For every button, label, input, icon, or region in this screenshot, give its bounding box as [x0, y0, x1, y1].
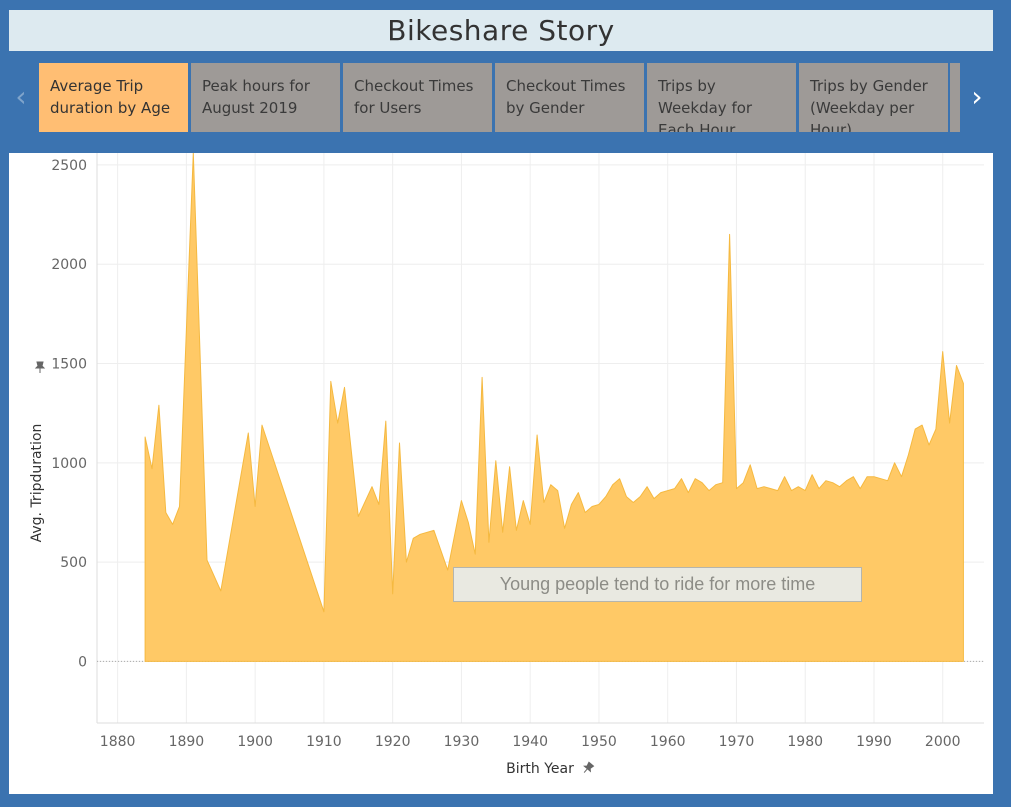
x-tick-label: 1880: [100, 734, 136, 750]
tab-average-trip-duration-by-age[interactable]: Average Trip duration by Age: [39, 63, 188, 132]
tab-checkout-times-gender[interactable]: Checkout Times by Gender: [495, 63, 644, 132]
chevron-left-icon[interactable]: ‹: [15, 79, 27, 113]
x-tick-label: 1900: [237, 734, 273, 750]
y-tick-label: 1000: [51, 456, 87, 472]
x-tick-label: 1980: [787, 734, 823, 750]
y-tick-label: 0: [78, 654, 87, 670]
tick-layer: 1880 1890 1900 1910 1920 1930 1940 1950 1960 1970…: [51, 158, 960, 750]
y-pin-icon[interactable]: [34, 361, 46, 373]
x-tick-label: 1990: [856, 734, 892, 750]
x-tick-label: 1910: [306, 734, 342, 750]
x-tick-label: 1930: [444, 734, 480, 750]
x-tick-label: 2000: [925, 734, 961, 750]
chart-panel: 1880 1890 1900 1910 1920 1930 1940 1950 1960 1970…: [9, 153, 993, 794]
area-chart: 1880 1890 1900 1910 1920 1930 1940 1950 1960 1970…: [29, 153, 984, 777]
x-tick-label: 1890: [169, 734, 205, 750]
y-axis-title: Avg. Tripduration: [29, 424, 45, 543]
tab-peak-hours[interactable]: Peak hours for August 2019: [191, 63, 340, 132]
y-tick-label: 500: [60, 555, 87, 571]
tab-trips-by-weekday[interactable]: Trips by Weekday for Each Hour: [647, 63, 796, 132]
story-navigator: ‹ Average Trip duration by Age Peak hour…: [9, 58, 993, 136]
x-axis-title: Birth Year: [506, 761, 574, 777]
tab-overflow-sliver[interactable]: [950, 63, 960, 132]
x-tick-label: 1950: [581, 734, 617, 750]
x-tick-label: 1960: [650, 734, 686, 750]
x-pin-icon[interactable]: [581, 761, 595, 776]
chevron-right-icon[interactable]: ›: [971, 79, 983, 113]
x-tick-label: 1940: [512, 734, 548, 750]
tab-checkout-times-users[interactable]: Checkout Times for Users: [343, 63, 492, 132]
story-title: Bikeshare Story: [387, 14, 615, 47]
annotation-text: Young people tend to ride for more time: [499, 574, 816, 594]
y-tick-label: 2500: [51, 158, 87, 174]
area-layer: [144, 153, 964, 662]
story-title-bar: Bikeshare Story: [9, 10, 993, 51]
area-series-avg-tripduration[interactable]: [144, 153, 964, 662]
y-tick-label: 2000: [51, 257, 87, 273]
y-tick-label: 1500: [51, 357, 87, 373]
x-tick-label: 1970: [719, 734, 755, 750]
x-tick-label: 1920: [375, 734, 411, 750]
tab-trips-by-gender[interactable]: Trips by Gender (Weekday per Hour): [799, 63, 948, 132]
annotation-box[interactable]: Young people tend to ride for more time: [453, 567, 862, 602]
